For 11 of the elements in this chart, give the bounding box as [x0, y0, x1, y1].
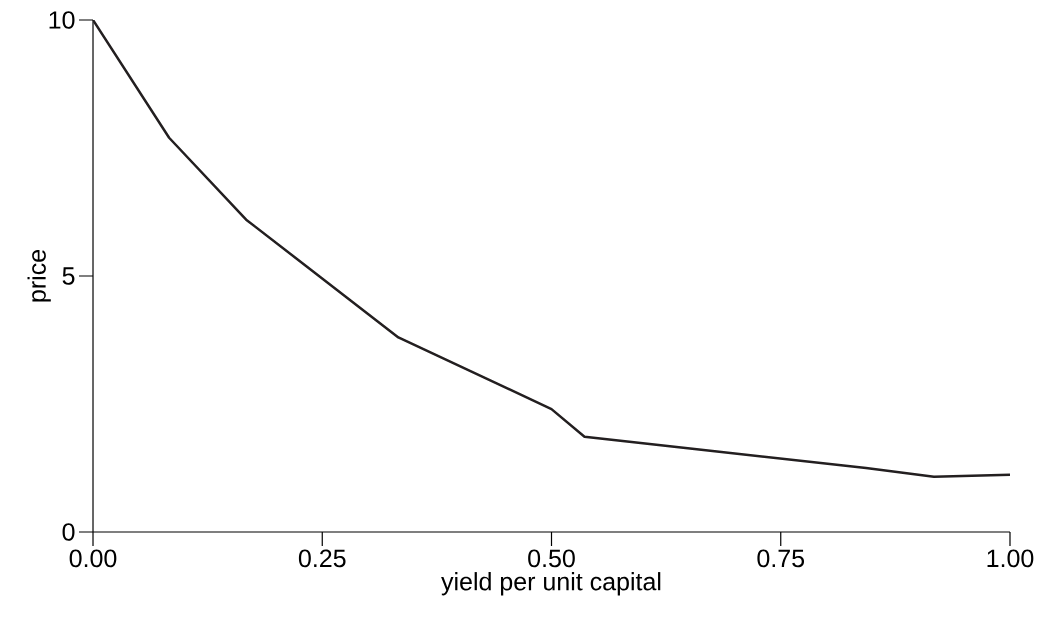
x-tick-label: 0.75: [757, 549, 805, 568]
x-tick-label: 0.00: [69, 549, 117, 568]
line-series: [93, 19, 1010, 478]
x-tick-label: 0.50: [528, 549, 575, 568]
x-tick-label: 1.00: [987, 549, 1034, 568]
y-tick-label: 10: [49, 11, 75, 29]
y-tick-label: 5: [62, 267, 75, 285]
y-axis-title: price: [27, 250, 51, 302]
y-tick-label: 0: [62, 523, 75, 541]
x-axis-title: yield per unit capital: [441, 572, 661, 596]
x-tick-label: 0.25: [298, 549, 346, 568]
